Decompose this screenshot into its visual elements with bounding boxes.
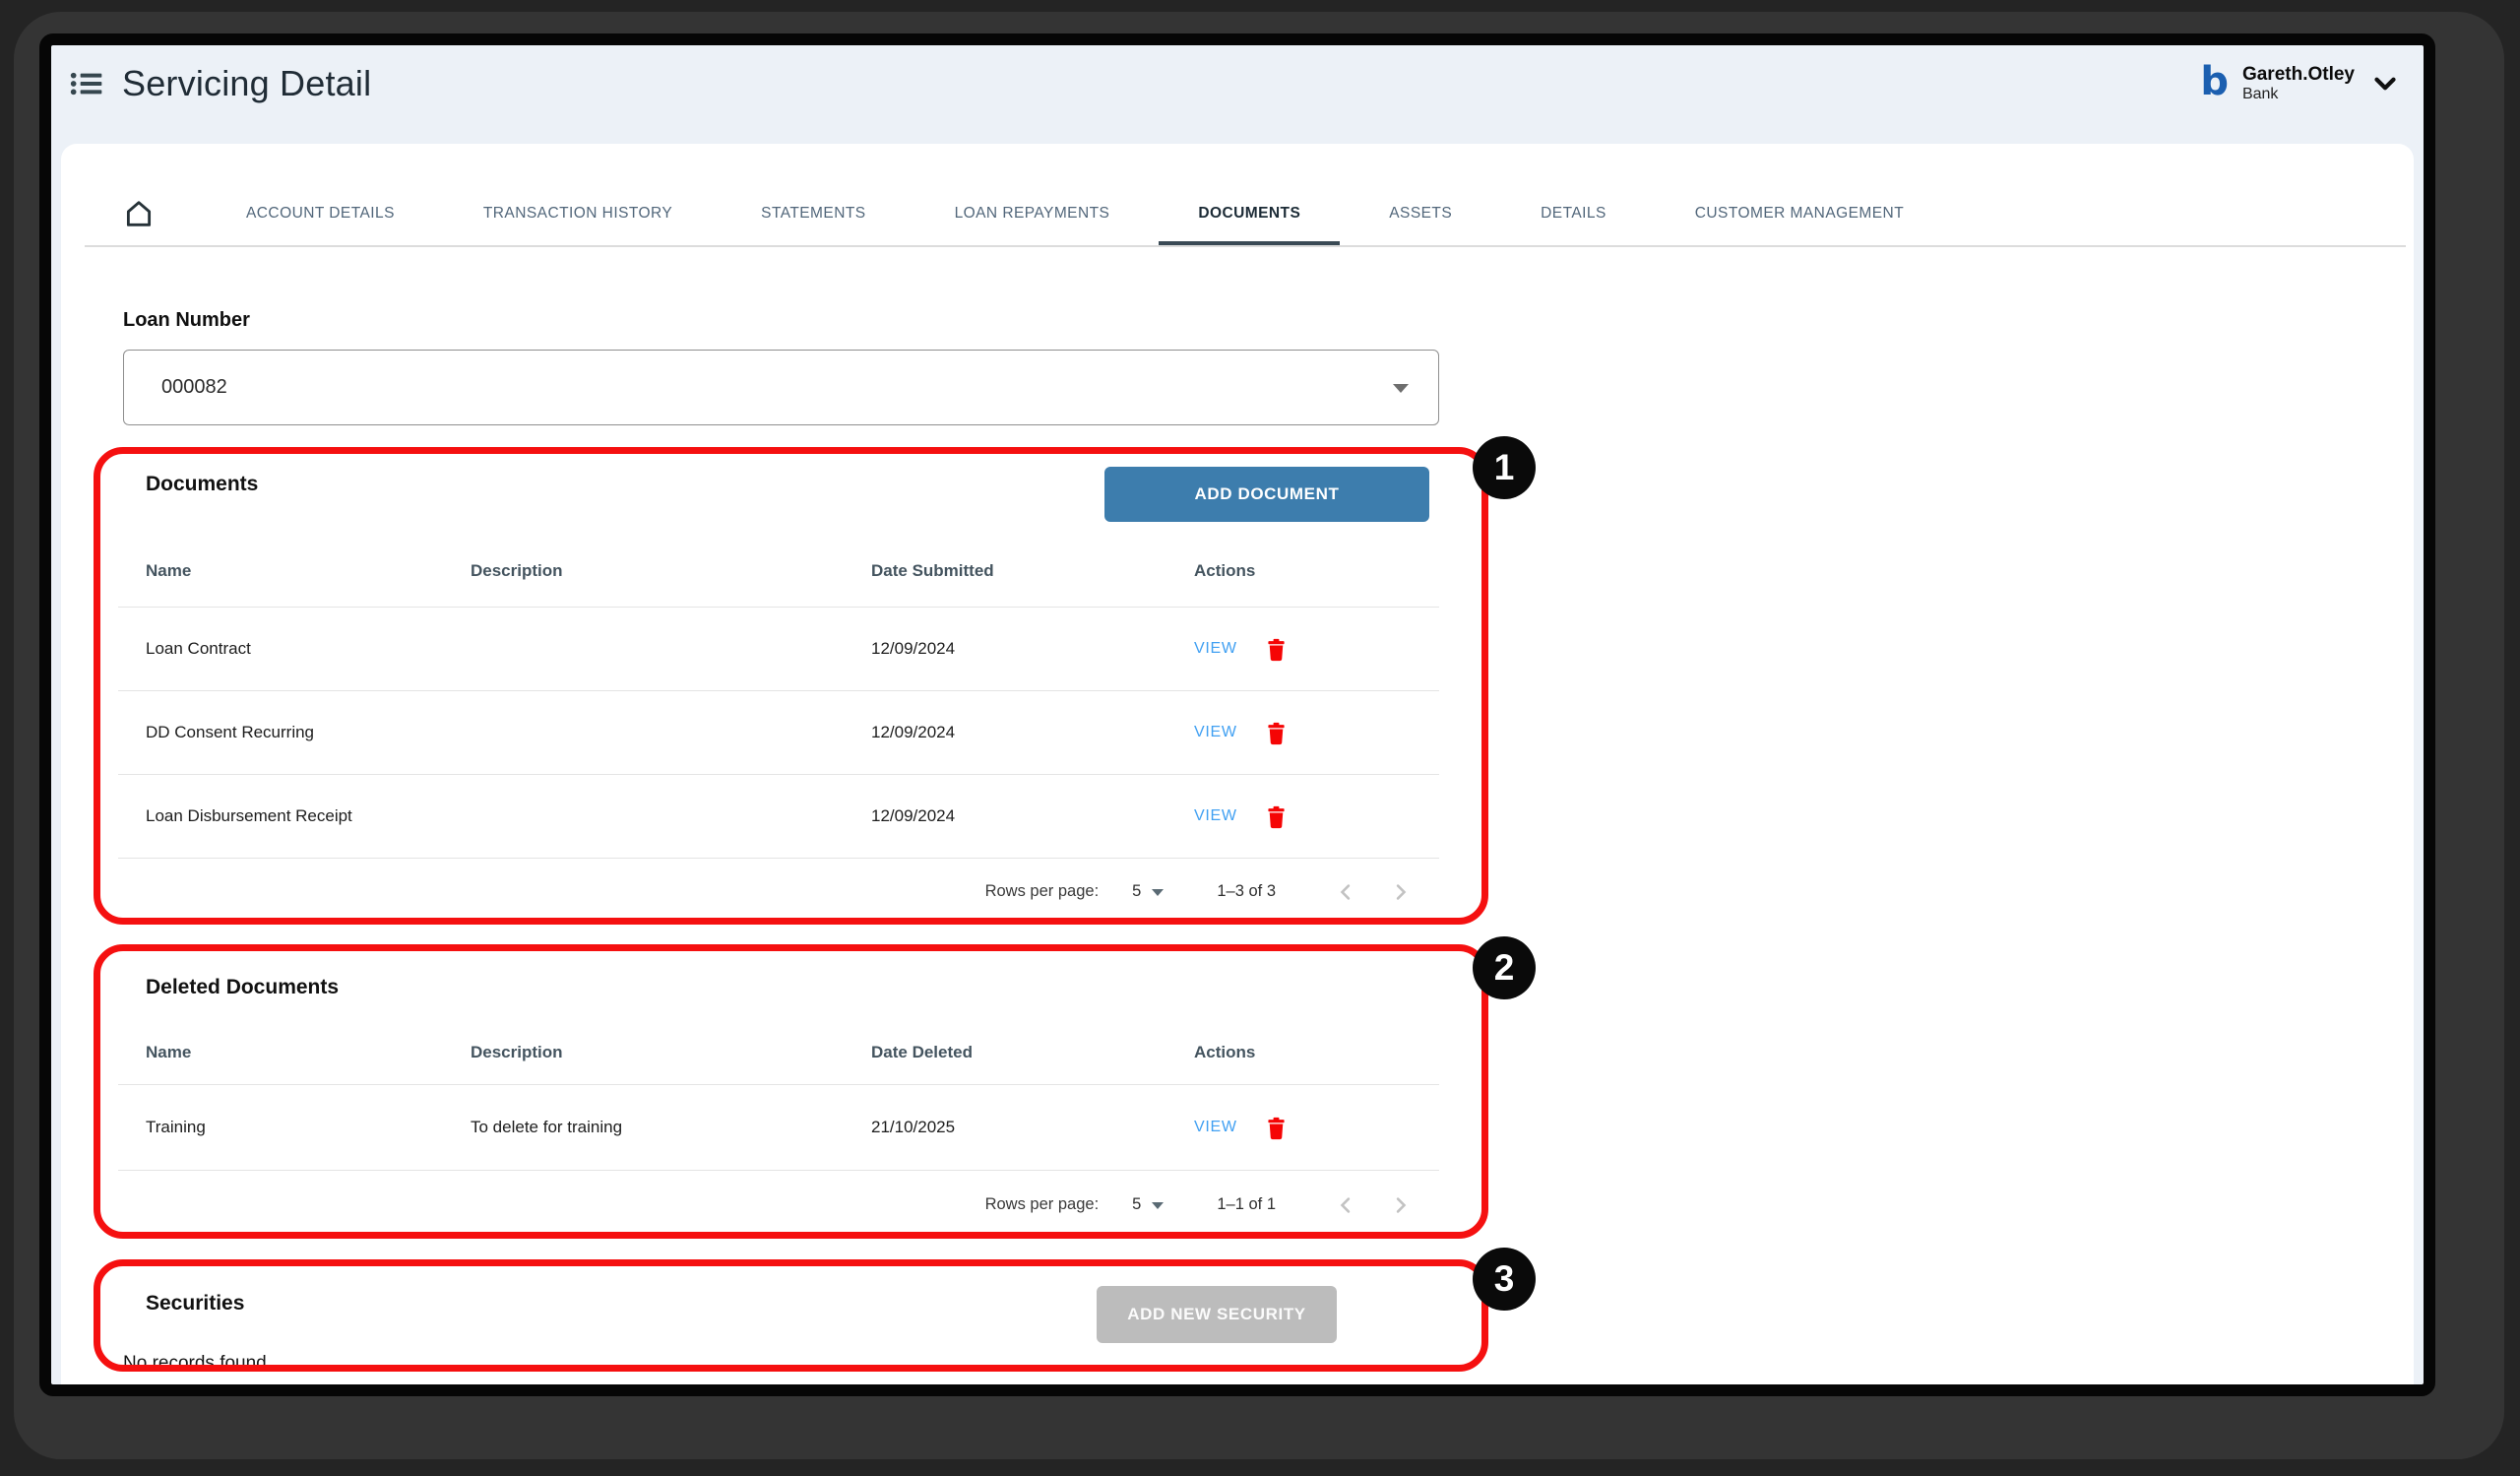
deleted-documents-pagination: Rows per page: 5 1–1 of 1 — [118, 1170, 1439, 1239]
view-link[interactable]: VIEW — [1194, 807, 1237, 824]
deleted-documents-table: Name Description Date Deleted Actions Tr… — [118, 1021, 1439, 1239]
content-panel: ACCOUNT DETAILS TRANSACTION HISTORY STAT… — [61, 144, 2414, 1384]
col-name: Name — [146, 1043, 192, 1061]
view-link[interactable]: VIEW — [1194, 640, 1237, 657]
annotation-badge-2: 2 — [1473, 936, 1536, 999]
securities-section-title: Securities — [146, 1292, 245, 1315]
tabbar-divider — [85, 245, 2406, 247]
user-role: Bank — [2241, 85, 2279, 102]
delete-trash-icon[interactable] — [1263, 802, 1291, 830]
rows-per-page-label: Rows per page: — [984, 882, 1100, 900]
table-row: Loan Disbursement Receipt 12/09/2024 VIE… — [118, 774, 1439, 858]
col-date-submitted: Date Submitted — [871, 561, 994, 580]
table-row: DD Consent Recurring 12/09/2024 VIEW — [118, 690, 1439, 774]
documents-pagination: Rows per page: 5 1–3 of 3 — [118, 858, 1439, 925]
col-description: Description — [471, 1043, 563, 1061]
doc-name: DD Consent Recurring — [146, 723, 315, 741]
previous-page-icon[interactable] — [1331, 877, 1360, 907]
tab-assets[interactable]: ASSETS — [1389, 204, 1453, 222]
tab-statements[interactable]: STATEMENTS — [761, 204, 866, 222]
tab-customer-management[interactable]: CUSTOMER MANAGEMENT — [1694, 204, 1905, 222]
pagination-range: 1–3 of 3 — [1217, 882, 1276, 900]
chevron-down-icon[interactable] — [2368, 67, 2402, 100]
delete-trash-icon[interactable] — [1263, 719, 1291, 746]
tab-transaction-history[interactable]: TRANSACTION HISTORY — [482, 204, 673, 222]
tab-bar: ACCOUNT DETAILS TRANSACTION HISTORY STAT… — [116, 181, 2404, 245]
delete-trash-icon[interactable] — [1263, 1114, 1291, 1141]
caret-down-icon — [1152, 889, 1165, 896]
tab-details[interactable]: DETAILS — [1541, 204, 1606, 222]
tab-home[interactable] — [122, 197, 156, 230]
doc-date: 12/09/2024 — [871, 806, 956, 825]
pagination-range: 1–1 of 1 — [1217, 1195, 1276, 1213]
menu-list-icon[interactable] — [67, 64, 106, 103]
tab-loan-repayments[interactable]: LOAN REPAYMENTS — [954, 204, 1110, 222]
select-caret-icon — [1393, 384, 1409, 393]
documents-table-header: Name Description Date Submitted Actions — [118, 536, 1439, 607]
rows-per-page-select[interactable]: 5 — [1132, 882, 1165, 901]
caret-down-icon — [1152, 1202, 1165, 1209]
next-page-icon[interactable] — [1386, 877, 1416, 907]
user-menu[interactable]: b Gareth.Otley Bank — [2200, 62, 2402, 105]
table-row: Training To delete for training 21/10/20… — [118, 1084, 1439, 1170]
documents-table: Name Description Date Submitted Actions … — [118, 536, 1439, 925]
doc-name: Training — [146, 1118, 206, 1136]
rows-per-page-label: Rows per page: — [984, 1195, 1100, 1213]
deleted-documents-section-title: Deleted Documents — [146, 976, 340, 998]
previous-page-icon[interactable] — [1331, 1190, 1360, 1220]
col-date-deleted: Date Deleted — [871, 1043, 973, 1061]
col-actions: Actions — [1194, 1043, 1256, 1061]
tab-documents[interactable]: DOCUMENTS — [1159, 181, 1341, 245]
no-records-text: No records found — [123, 1353, 267, 1374]
add-document-button[interactable]: ADD DOCUMENT — [1104, 467, 1429, 522]
page-title: Servicing Detail — [122, 63, 372, 103]
annotation-badge-3: 3 — [1473, 1248, 1536, 1311]
doc-date: 21/10/2025 — [871, 1118, 956, 1136]
col-description: Description — [471, 561, 563, 580]
deleted-table-header: Name Description Date Deleted Actions — [118, 1021, 1439, 1084]
loan-number-select[interactable]: 000082 — [123, 350, 1439, 425]
annotation-badge-1: 1 — [1473, 436, 1536, 499]
next-page-icon[interactable] — [1386, 1190, 1416, 1220]
doc-name: Loan Disbursement Receipt — [146, 806, 352, 825]
add-new-security-button: ADD NEW SECURITY — [1097, 1286, 1337, 1343]
rows-per-page-value: 5 — [1132, 1195, 1142, 1213]
col-name: Name — [146, 561, 192, 580]
delete-trash-icon[interactable] — [1263, 635, 1291, 663]
bank-logo: b — [2200, 59, 2229, 104]
rows-per-page-value: 5 — [1132, 882, 1142, 900]
user-name: Gareth.Otley — [2241, 63, 2355, 85]
col-actions: Actions — [1194, 561, 1256, 580]
app-header: Servicing Detail b Gareth.Otley Bank — [67, 53, 2402, 114]
table-row: Loan Contract 12/09/2024 VIEW — [118, 607, 1439, 690]
doc-date: 12/09/2024 — [871, 639, 956, 658]
doc-name: Loan Contract — [146, 639, 251, 658]
doc-date: 12/09/2024 — [871, 723, 956, 741]
app-window: Servicing Detail b Gareth.Otley Bank — [39, 33, 2435, 1396]
view-link[interactable]: VIEW — [1194, 724, 1237, 740]
tab-account-details[interactable]: ACCOUNT DETAILS — [246, 204, 395, 222]
rows-per-page-select[interactable]: 5 — [1132, 1195, 1165, 1214]
loan-number-label: Loan Number — [123, 309, 250, 331]
loan-number-value: 000082 — [161, 376, 227, 398]
view-link[interactable]: VIEW — [1194, 1119, 1237, 1135]
documents-section-title: Documents — [146, 473, 259, 495]
doc-description: To delete for training — [471, 1118, 623, 1136]
